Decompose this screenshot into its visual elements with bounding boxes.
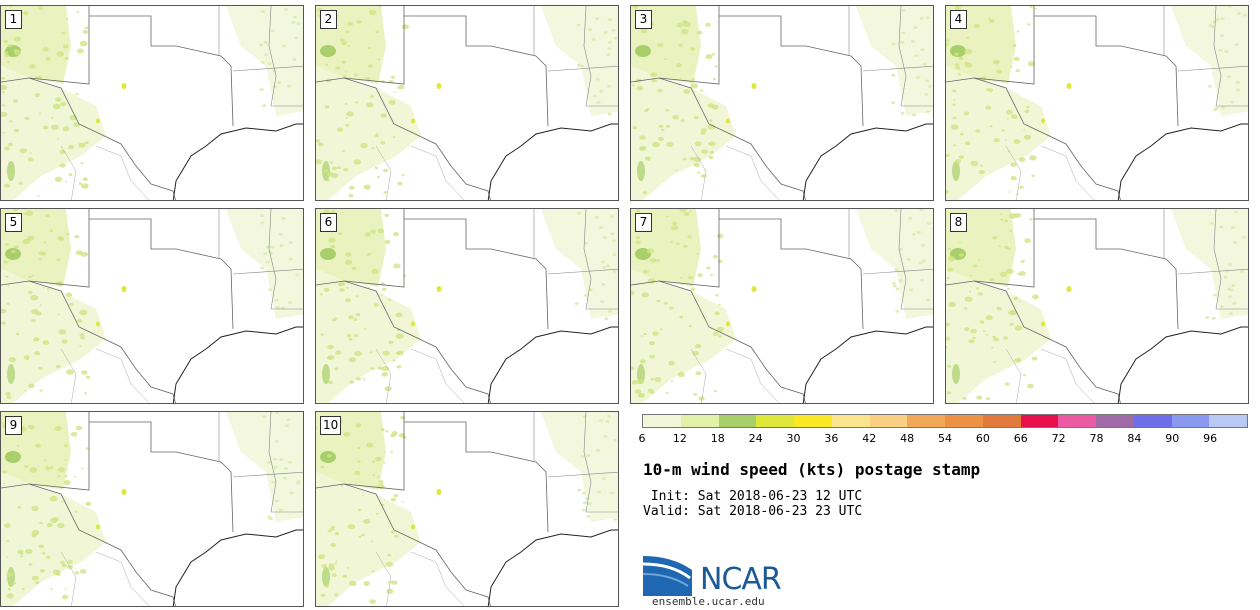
postage-stamp-map: 1 <box>0 5 304 201</box>
colorbar-tick-label: 84 <box>1127 432 1142 445</box>
member-label: 5 <box>5 213 22 232</box>
postage-stamp-map: 2 <box>315 5 619 201</box>
colorbar-segment <box>1209 415 1247 427</box>
postage-stamp-map: 5 <box>0 208 304 404</box>
colorbar-segment <box>643 415 681 427</box>
colorbar-tick-label: 24 <box>748 432 763 445</box>
colorbar-segment <box>794 415 832 427</box>
member-label: 8 <box>950 213 967 232</box>
postage-stamp-map: 3 <box>630 5 934 201</box>
map-title: 10-m wind speed (kts) postage stamp <box>643 460 981 479</box>
colorbar-segment <box>680 415 719 427</box>
member-label: 4 <box>950 10 967 29</box>
member-label: 3 <box>635 10 652 29</box>
colorbar-tick-label: 60 <box>975 432 990 445</box>
member-label: 10 <box>320 416 342 435</box>
postage-stamp-map: 6 <box>315 208 619 404</box>
colorbar-tick-label: 48 <box>900 432 915 445</box>
site-url: ensemble.ucar.edu <box>652 595 765 608</box>
colorbar-segment <box>907 415 945 427</box>
colorbar-tick-label: 42 <box>862 432 877 445</box>
postage-stamp-map: 4 <box>945 5 1249 201</box>
colorbar-tick-label: 78 <box>1089 432 1104 445</box>
valid-time: Valid: Sat 2018-06-23 23 UTC <box>643 504 863 519</box>
colorbar-segment <box>1133 415 1172 427</box>
colorbar-tick-label: 36 <box>824 432 839 445</box>
ncar-wordmark: NCAR <box>700 562 782 597</box>
member-label: 1 <box>5 10 22 29</box>
colorbar-tick-label: 66 <box>1013 432 1028 445</box>
init-time: Init: Sat 2018-06-23 12 UTC <box>643 489 863 504</box>
postage-stamp-map: 7 <box>630 208 934 404</box>
postage-stamp-map: 8 <box>945 208 1249 404</box>
colorbar-tick-label: 96 <box>1203 432 1218 445</box>
colorbar-segment <box>945 415 983 427</box>
colorbar-tick-label: 90 <box>1165 432 1180 445</box>
colorbar-tick-label: 18 <box>710 432 725 445</box>
colorbar-tick-label: 6 <box>638 432 646 445</box>
colorbar-segment <box>1096 415 1134 427</box>
colorbar-tick-label: 54 <box>938 432 952 445</box>
postage-stamp-map: 9 <box>0 411 304 607</box>
member-label: 6 <box>320 213 337 232</box>
colorbar-segment <box>1058 415 1096 427</box>
colorbar-segment <box>982 415 1021 427</box>
colorbar-tick-label: 30 <box>786 432 801 445</box>
colorbar-ticks: 6 12 18 24 30 36 42 48 54 60 66 72 78 84 90 96 <box>638 432 1248 446</box>
colorbar-segment <box>718 415 757 427</box>
member-label: 7 <box>635 213 652 232</box>
colorbar-segment <box>756 415 794 427</box>
ncar-logo <box>642 556 692 596</box>
member-label: 9 <box>5 416 22 435</box>
colorbar-tick-label: 72 <box>1051 432 1066 445</box>
colorbar-tick-label: 12 <box>672 432 687 445</box>
colorbar <box>642 414 1248 428</box>
colorbar-segment <box>1020 415 1059 427</box>
colorbar-segment <box>831 415 870 427</box>
colorbar-segment <box>1171 415 1210 427</box>
colorbar-segment <box>869 415 908 427</box>
member-label: 2 <box>320 10 337 29</box>
postage-stamp-map: 10 <box>315 411 619 607</box>
